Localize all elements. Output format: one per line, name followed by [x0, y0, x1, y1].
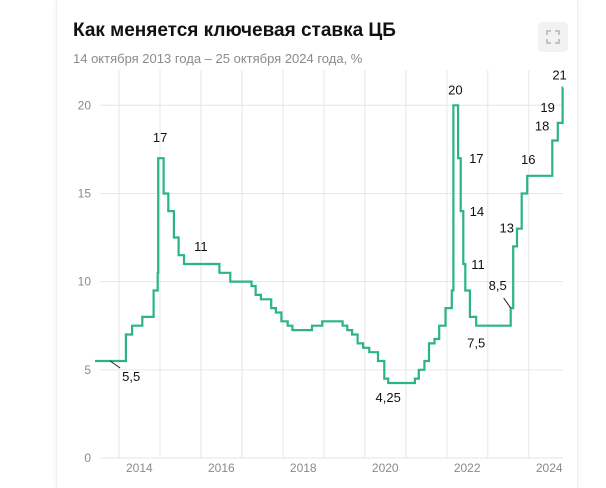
data-label: 11: [471, 257, 485, 272]
data-label: 14: [470, 204, 484, 219]
y-tick-label: 15: [78, 186, 92, 200]
chart-title: Как меняется ключевая ставка ЦБ: [73, 20, 396, 41]
chart-subtitle: 14 октября 2013 года – 25 октября 2024 г…: [73, 51, 363, 66]
data-label: 18: [535, 119, 549, 134]
x-tick-label: 2022: [454, 461, 481, 475]
data-label: 7,5: [467, 336, 485, 351]
x-tick-label: 2014: [126, 461, 153, 475]
data-label: 13: [500, 221, 514, 236]
data-label: 19: [540, 100, 554, 115]
label-leader-line: [503, 297, 512, 309]
x-tick-label: 2018: [290, 461, 317, 475]
x-tick-label: 2016: [208, 461, 235, 475]
expand-button[interactable]: [538, 22, 568, 52]
data-label: 21: [552, 68, 566, 83]
label-leader-line: [109, 360, 121, 369]
chart-card: [56, 0, 578, 488]
y-tick-label: 0: [84, 451, 91, 465]
x-tick-label: 2024: [536, 461, 563, 475]
data-label: 5,5: [122, 369, 140, 384]
x-tick-label: 2020: [372, 461, 399, 475]
data-label: 4,25: [376, 390, 401, 405]
data-label: 17: [153, 130, 167, 145]
data-label: 17: [469, 151, 483, 166]
data-label: 20: [448, 82, 462, 97]
series-line: [95, 86, 564, 385]
y-tick-label: 20: [78, 98, 92, 112]
y-tick-label: 10: [78, 275, 92, 289]
data-label: 16: [521, 152, 535, 167]
data-label: 11: [194, 239, 208, 254]
expand-icon: [546, 30, 560, 44]
data-label: 8,5: [489, 278, 507, 293]
y-tick-label: 5: [84, 363, 91, 377]
